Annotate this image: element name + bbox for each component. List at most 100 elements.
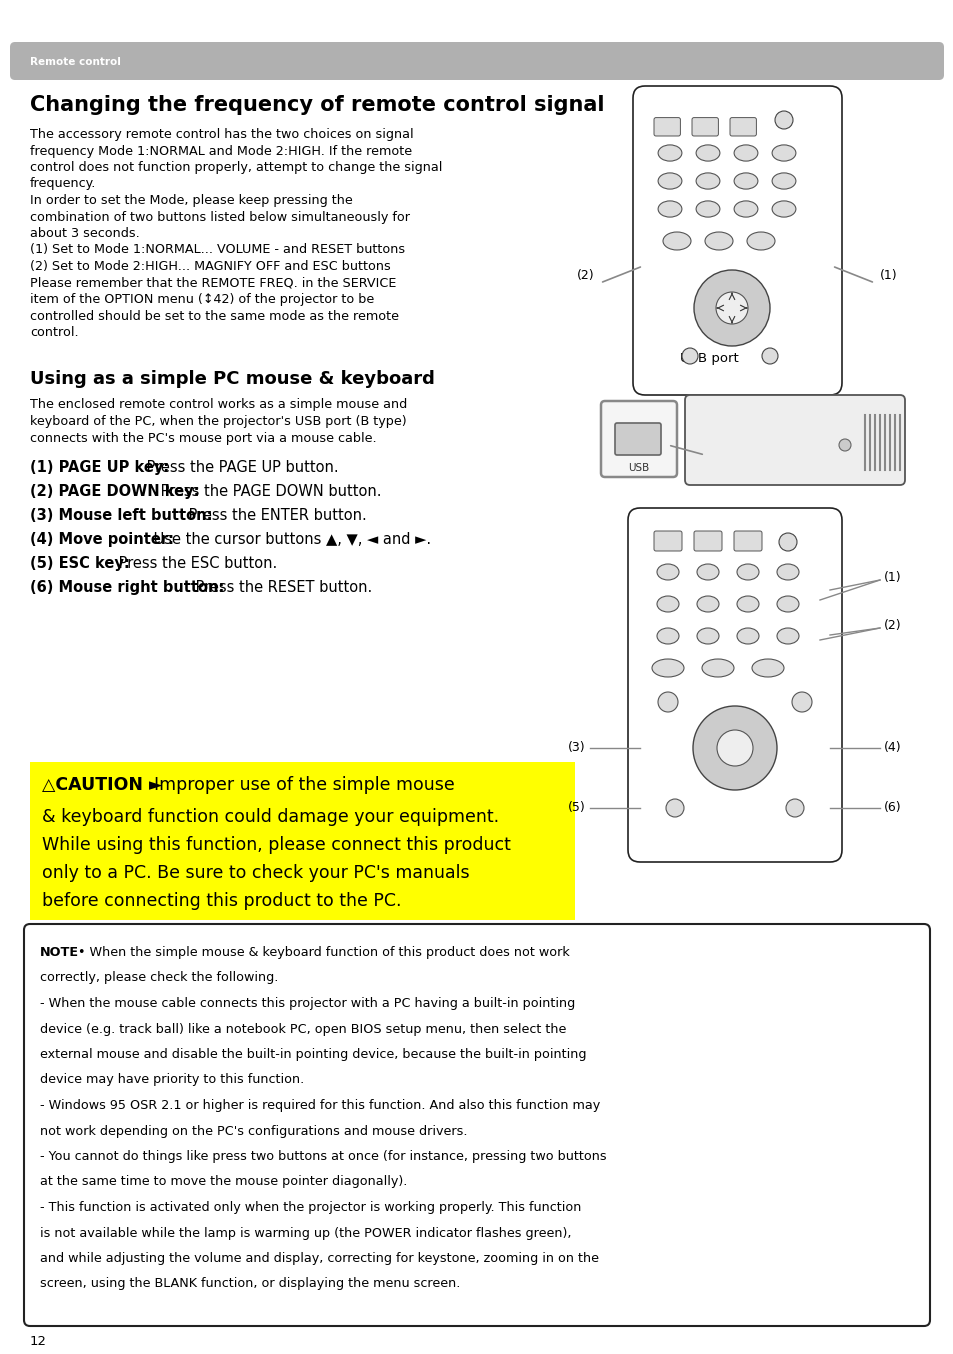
Text: correctly, please check the following.: correctly, please check the following. [40, 972, 278, 984]
Ellipse shape [697, 596, 719, 612]
FancyBboxPatch shape [615, 422, 660, 455]
Text: and while adjusting the volume and display, correcting for keystone, zooming in : and while adjusting the volume and displ… [40, 1252, 598, 1265]
Ellipse shape [696, 200, 720, 217]
Text: The accessory remote control has the two choices on signal: The accessory remote control has the two… [30, 129, 414, 141]
Text: (1) Set to Mode 1:NORMAL... VOLUME - and RESET buttons: (1) Set to Mode 1:NORMAL... VOLUME - and… [30, 244, 405, 256]
Ellipse shape [662, 232, 690, 250]
Text: Press the ESC button.: Press the ESC button. [113, 556, 277, 571]
Ellipse shape [657, 565, 679, 580]
Ellipse shape [737, 596, 759, 612]
FancyBboxPatch shape [24, 923, 929, 1326]
Ellipse shape [771, 200, 795, 217]
Circle shape [693, 269, 769, 347]
Text: The enclosed remote control works as a simple mouse and: The enclosed remote control works as a s… [30, 398, 407, 412]
Text: Remote control: Remote control [30, 57, 121, 66]
Text: at the same time to move the mouse pointer diagonally).: at the same time to move the mouse point… [40, 1175, 407, 1189]
Circle shape [774, 111, 792, 129]
Text: (5) ESC key:: (5) ESC key: [30, 556, 130, 571]
Text: frequency Mode 1:NORMAL and Mode 2:HIGH. If the remote: frequency Mode 1:NORMAL and Mode 2:HIGH.… [30, 145, 412, 157]
Ellipse shape [746, 232, 774, 250]
Ellipse shape [737, 628, 759, 645]
Text: control does not function properly, attempt to change the signal: control does not function properly, atte… [30, 161, 442, 175]
FancyBboxPatch shape [600, 401, 677, 477]
Circle shape [716, 292, 747, 324]
Ellipse shape [696, 173, 720, 190]
Ellipse shape [737, 565, 759, 580]
Text: device (e.g. track ball) like a notebook PC, open BIOS setup menu, then select t: device (e.g. track ball) like a notebook… [40, 1022, 566, 1036]
Ellipse shape [733, 145, 757, 161]
Text: (2): (2) [883, 620, 901, 632]
FancyBboxPatch shape [733, 531, 761, 551]
Ellipse shape [751, 659, 783, 677]
Text: before connecting this product to the PC.: before connecting this product to the PC… [42, 892, 401, 910]
Text: control.: control. [30, 326, 78, 338]
Text: (1): (1) [879, 269, 897, 283]
Circle shape [692, 705, 776, 789]
Ellipse shape [733, 200, 757, 217]
Text: combination of two buttons listed below simultaneously for: combination of two buttons listed below … [30, 210, 410, 223]
Ellipse shape [701, 659, 733, 677]
Text: (2): (2) [577, 269, 595, 283]
FancyBboxPatch shape [627, 508, 841, 862]
Ellipse shape [771, 173, 795, 190]
FancyBboxPatch shape [633, 87, 841, 395]
Circle shape [838, 439, 850, 451]
Text: - Windows 95 OSR 2.1 or higher is required for this function. And also this func: - Windows 95 OSR 2.1 or higher is requir… [40, 1099, 599, 1112]
Text: Press the PAGE UP button.: Press the PAGE UP button. [142, 460, 338, 475]
Ellipse shape [657, 628, 679, 645]
Text: Changing the frequency of remote control signal: Changing the frequency of remote control… [30, 95, 604, 115]
Text: Using as a simple PC mouse & keyboard: Using as a simple PC mouse & keyboard [30, 370, 435, 389]
Text: Press the PAGE DOWN button.: Press the PAGE DOWN button. [156, 483, 381, 500]
Ellipse shape [697, 628, 719, 645]
Text: - When the mouse cable connects this projector with a PC having a built-in point: - When the mouse cable connects this pro… [40, 997, 575, 1010]
Text: keyboard of the PC, when the projector's USB port (B type): keyboard of the PC, when the projector's… [30, 414, 406, 428]
Text: While using this function, please connect this product: While using this function, please connec… [42, 835, 511, 854]
Ellipse shape [771, 145, 795, 161]
Text: not work depending on the PC's configurations and mouse drivers.: not work depending on the PC's configura… [40, 1125, 467, 1137]
Ellipse shape [658, 173, 681, 190]
Text: Use the cursor buttons ▲, ▼, ◄ and ►.: Use the cursor buttons ▲, ▼, ◄ and ►. [149, 532, 431, 547]
FancyBboxPatch shape [691, 118, 718, 135]
FancyBboxPatch shape [654, 531, 681, 551]
Text: & keyboard function could damage your equipment.: & keyboard function could damage your eq… [42, 808, 498, 826]
Text: △CAUTION ►: △CAUTION ► [42, 776, 162, 793]
Text: NOTE: NOTE [40, 946, 79, 959]
Text: (4) Move pointer:: (4) Move pointer: [30, 532, 173, 547]
Text: external mouse and disable the built-in pointing device, because the built-in po: external mouse and disable the built-in … [40, 1048, 586, 1062]
Ellipse shape [657, 596, 679, 612]
Text: Press the RESET button.: Press the RESET button. [191, 580, 372, 594]
Text: (4): (4) [883, 742, 901, 754]
Ellipse shape [658, 145, 681, 161]
Text: connects with the PC's mouse port via a mouse cable.: connects with the PC's mouse port via a … [30, 432, 376, 445]
Text: Please remember that the REMOTE FREQ. in the SERVICE: Please remember that the REMOTE FREQ. in… [30, 276, 395, 290]
Text: • When the simple mouse & keyboard function of this product does not work: • When the simple mouse & keyboard funct… [74, 946, 569, 959]
Ellipse shape [697, 565, 719, 580]
Ellipse shape [651, 659, 683, 677]
Text: (2) PAGE DOWN key:: (2) PAGE DOWN key: [30, 483, 199, 500]
Text: Press the ENTER button.: Press the ENTER button. [184, 508, 366, 523]
Text: is not available while the lamp is warming up (the POWER indicator flashes green: is not available while the lamp is warmi… [40, 1227, 571, 1239]
Text: USB port: USB port [679, 352, 738, 366]
Ellipse shape [704, 232, 732, 250]
Circle shape [658, 692, 678, 712]
Text: (6): (6) [883, 802, 901, 815]
Ellipse shape [658, 200, 681, 217]
Text: screen, using the BLANK function, or displaying the menu screen.: screen, using the BLANK function, or dis… [40, 1278, 460, 1290]
Text: frequency.: frequency. [30, 177, 96, 191]
Text: about 3 seconds.: about 3 seconds. [30, 227, 139, 240]
Circle shape [785, 799, 803, 816]
Ellipse shape [696, 145, 720, 161]
Text: item of the OPTION menu (↕42) of the projector to be: item of the OPTION menu (↕42) of the pro… [30, 292, 374, 306]
Ellipse shape [733, 173, 757, 190]
Text: 12: 12 [30, 1335, 47, 1349]
Text: (3) Mouse left button:: (3) Mouse left button: [30, 508, 213, 523]
Ellipse shape [776, 628, 799, 645]
Text: (1) PAGE UP key:: (1) PAGE UP key: [30, 460, 169, 475]
Circle shape [681, 348, 698, 364]
Text: (6) Mouse right button:: (6) Mouse right button: [30, 580, 224, 594]
Ellipse shape [776, 596, 799, 612]
FancyBboxPatch shape [729, 118, 756, 135]
Circle shape [717, 730, 752, 766]
Text: Improper use of the simple mouse: Improper use of the simple mouse [153, 776, 455, 793]
Text: device may have priority to this function.: device may have priority to this functio… [40, 1074, 304, 1086]
